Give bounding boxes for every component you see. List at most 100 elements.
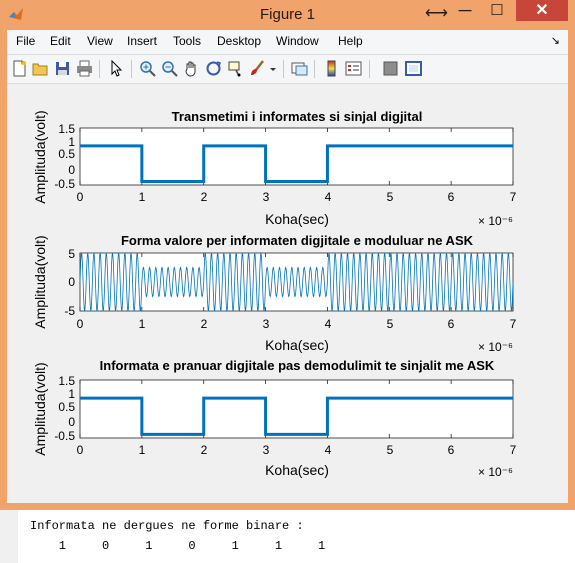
axes-3-ytick-1: 1 (68, 387, 75, 401)
axes-3-ylabel: Amplituda(volt) (32, 362, 48, 455)
toolbar-separator (99, 60, 100, 78)
axes-3-group: Informata e pranuar digjitale pas demodu… (32, 358, 517, 479)
axes-3-ytick-2: 0.5 (58, 400, 75, 414)
axes-2-xlabel: Koha(sec) (265, 337, 329, 353)
axes-1-x-exponent: × 10⁻⁶ (478, 214, 513, 228)
menu-help[interactable]: Help (338, 34, 363, 48)
open-file-icon[interactable] (32, 60, 49, 77)
menu-bar: File Edit View Insert Tools Desktop Wind… (7, 30, 568, 54)
axes-1-ytick-4: -0.5 (54, 177, 75, 191)
axes-3-signal-line (80, 396, 513, 436)
axes-2-xtick-6: 6 (448, 317, 455, 331)
axes-3-ytick-0: 1.5 (58, 374, 75, 388)
console-line-1: Informata ne dergues ne forme binare : (30, 519, 304, 533)
axes-3-xtick-4: 4 (325, 443, 332, 457)
axes-1-signal-line (80, 144, 513, 183)
maximize-button[interactable]: ☐ (490, 2, 504, 19)
axes-3-xlabel: Koha(sec) (265, 462, 329, 478)
axes-1-ylabel: Amplituda(volt) (32, 110, 48, 203)
console-left-margin (0, 510, 18, 563)
axes-2-xtick-0: 0 (77, 317, 84, 331)
axes-1-xtick-4: 4 (325, 190, 332, 204)
print-icon[interactable] (76, 60, 93, 77)
toolbar-separator (131, 60, 132, 78)
show-plot-tools-icon[interactable] (405, 60, 422, 77)
axes-2-ask-waveform (79, 252, 514, 312)
menu-desktop[interactable]: Desktop (217, 34, 262, 48)
axes-2-x-exponent: × 10⁻⁶ (478, 340, 513, 354)
figure-toolbar (7, 54, 568, 84)
axes-3-x-exponent: × 10⁻⁶ (478, 465, 513, 479)
axes-2-ylabel: Amplituda(volt) (32, 235, 48, 328)
axes-3-xtick-3: 3 (263, 443, 270, 457)
move-arrows-icon[interactable]: ⟷ (425, 5, 448, 22)
figure-canvas[interactable]: Transmetimi i informates si sinjal digji… (7, 84, 568, 503)
menu-edit[interactable]: Edit (50, 34, 71, 48)
edit-plot-arrow-icon[interactable] (108, 60, 125, 77)
axes-2-ytick-0: 5 (68, 247, 75, 261)
hide-plot-tools-icon[interactable] (382, 60, 399, 77)
insert-legend-icon[interactable] (345, 60, 362, 77)
axes-3-xtick-5: 5 (387, 443, 394, 457)
toolbar-separator (283, 60, 284, 78)
axes-1-ytick-3: 0 (68, 163, 75, 177)
axes-1-xtick-3: 3 (263, 190, 270, 204)
axes-2-group: Forma valore per informaten digjitale e … (32, 233, 517, 354)
toolbar-separator (369, 60, 370, 78)
axes-3-xtick-7: 7 (510, 443, 517, 457)
axes-2-xtick-1: 1 (139, 317, 146, 331)
new-figure-icon[interactable] (11, 60, 28, 77)
axes-2-ytick-1: 0 (68, 275, 75, 289)
axes-2-xtick-5: 5 (387, 317, 394, 331)
axes-1-xtick-7: 7 (510, 190, 517, 204)
save-icon[interactable] (54, 60, 71, 77)
menu-view[interactable]: View (87, 34, 113, 48)
axes-3-title: Informata e pranuar digjitale pas demodu… (100, 358, 495, 373)
console-line-2: 1 0 1 0 1 1 1 (30, 539, 326, 553)
toolbar-separator (314, 60, 315, 78)
axes-1-xtick-0: 0 (77, 190, 84, 204)
menu-insert[interactable]: Insert (127, 34, 158, 48)
axes-2-xtick-7: 7 (510, 317, 517, 331)
link-plot-icon[interactable] (291, 60, 308, 77)
zoom-out-icon[interactable] (161, 60, 178, 77)
axes-2-ytick-2: -5 (64, 304, 75, 318)
axes-3-xtick-6: 6 (448, 443, 455, 457)
axes-3-xtick-2: 2 (201, 443, 208, 457)
axes-2-title: Forma valore per informaten digjitale e … (121, 233, 474, 248)
axes-1-xlabel: Koha(sec) (265, 211, 329, 227)
axes-3-xtick-1: 1 (139, 443, 146, 457)
axes-3-ytick-3: 0 (68, 415, 75, 429)
axes-1-ytick-1: 1 (68, 135, 75, 149)
insert-colorbar-icon[interactable] (323, 60, 340, 77)
axes-2-ticks (79, 253, 514, 311)
axes-1-title: Transmetimi i informates si sinjal digji… (172, 109, 423, 124)
axes-3-box[interactable] (79, 379, 514, 439)
axes-1-xtick-6: 6 (448, 190, 455, 204)
data-cursor-icon[interactable] (227, 60, 244, 77)
title-bar[interactable]: Figure 1 ⟷ ─ ☐ ✕ (0, 0, 575, 30)
axes-1-group: Transmetimi i informates si sinjal digji… (32, 109, 517, 228)
minimize-button[interactable]: ─ (458, 0, 472, 20)
dock-arrow-icon[interactable]: ↘ (550, 35, 560, 47)
axes-2-xtick-2: 2 (201, 317, 208, 331)
axes-2-xtick-3: 3 (263, 317, 270, 331)
axes-1-ytick-0: 1.5 (58, 122, 75, 136)
window-title: Figure 1 (259, 6, 316, 23)
menu-tools[interactable]: Tools (173, 34, 202, 48)
brush-icon[interactable] (249, 60, 266, 77)
menu-file[interactable]: File (16, 34, 36, 48)
pan-hand-icon[interactable] (183, 60, 200, 77)
axes-1-xtick-5: 5 (387, 190, 394, 204)
axes-3-ytick-4: -0.5 (54, 429, 75, 443)
zoom-in-icon[interactable] (139, 60, 156, 77)
close-button[interactable]: ✕ (516, 0, 568, 21)
matlab-logo-icon (9, 8, 23, 20)
menu-window[interactable]: Window (276, 34, 319, 48)
axes-3-xtick-0: 0 (77, 443, 84, 457)
brush-dropdown-icon[interactable] (269, 60, 277, 77)
axes-1-box[interactable] (79, 127, 514, 186)
rotate-3d-icon[interactable] (205, 60, 222, 77)
axes-1-xtick-1: 1 (139, 190, 146, 204)
command-window-output: Informata ne dergues ne forme binare : 1… (0, 510, 575, 563)
